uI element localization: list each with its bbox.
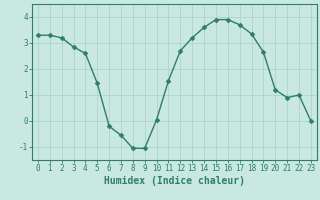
X-axis label: Humidex (Indice chaleur): Humidex (Indice chaleur): [104, 176, 245, 186]
